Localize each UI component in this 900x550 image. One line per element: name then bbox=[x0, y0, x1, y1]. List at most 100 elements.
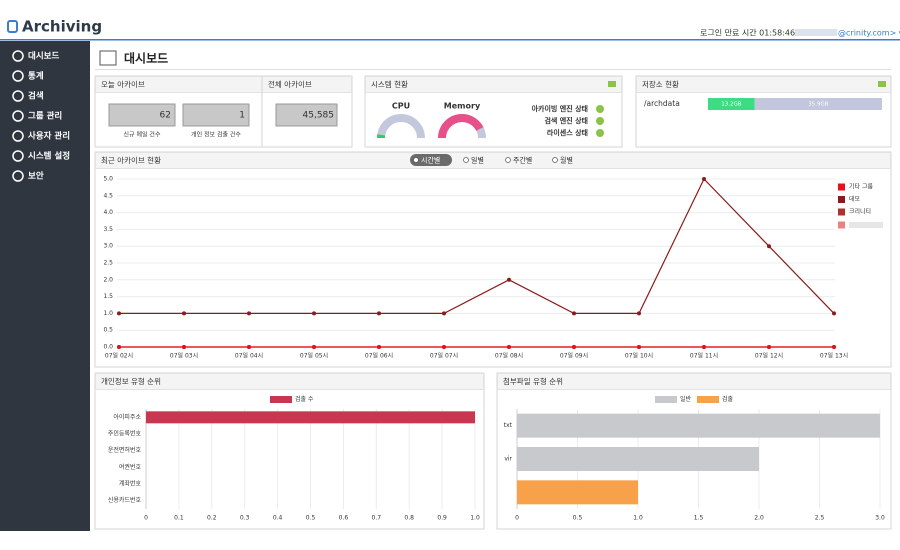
today-panel-title: 오늘 아카이브 bbox=[101, 79, 145, 89]
x-tick-label: 07일 09시 bbox=[560, 352, 588, 360]
count-box bbox=[108, 103, 176, 127]
x-tick-label: 0.9 bbox=[437, 515, 447, 522]
x-tick-label: 0.4 bbox=[273, 515, 283, 522]
storage-used-label: 13.2GB bbox=[721, 102, 742, 108]
point bbox=[377, 345, 381, 349]
menu-item[interactable]: 그룹 관리 bbox=[28, 111, 62, 122]
menu-item[interactable]: 대시보드 bbox=[28, 51, 59, 62]
hbar-panel-title: 개인정보 유형 순위 bbox=[101, 376, 161, 386]
count-label: 개인 정보 검출 건수 bbox=[191, 131, 241, 139]
y-tick-label: 4.0 bbox=[103, 209, 113, 216]
count-value: 62 bbox=[160, 111, 171, 121]
radio bbox=[413, 157, 419, 163]
point bbox=[247, 311, 251, 316]
menu-item[interactable]: 통계 bbox=[28, 71, 44, 82]
point bbox=[702, 177, 706, 181]
y-tick-label: 0.0 bbox=[103, 344, 113, 351]
storage-panel-header bbox=[636, 76, 891, 93]
x-tick-label: 07일 02시 bbox=[105, 352, 133, 360]
y-tick-label: 주민등록번호 bbox=[108, 430, 142, 438]
storage-path: /archdata bbox=[644, 99, 680, 108]
option-selected bbox=[410, 154, 452, 166]
x-tick-label: 2.0 bbox=[754, 515, 764, 522]
x-tick-label: 1.0 bbox=[633, 515, 643, 522]
gauge-track bbox=[377, 114, 425, 139]
gauge-label: Memory bbox=[444, 102, 481, 111]
x-tick-label: 0.5 bbox=[573, 515, 583, 522]
x-tick-label: 0.8 bbox=[404, 515, 414, 522]
menu-item[interactable]: 보안 bbox=[28, 171, 44, 182]
legend-label: 일반 bbox=[680, 395, 692, 403]
x-tick-label: 3.0 bbox=[875, 515, 885, 522]
point bbox=[182, 311, 186, 316]
session-expiry: 로그인 만료 시간 01:58:46 bbox=[700, 28, 795, 38]
system-panel-header bbox=[365, 76, 622, 93]
x-tick-label: 07일 06시 bbox=[365, 352, 393, 360]
y-tick-label: 계좌번호 bbox=[119, 480, 142, 488]
point bbox=[832, 345, 836, 349]
status-ok bbox=[596, 129, 604, 137]
storage-used bbox=[708, 98, 755, 110]
storage-free-label: 35.9GB bbox=[808, 102, 829, 108]
point bbox=[117, 311, 121, 316]
y-tick-label: 여권번호 bbox=[119, 463, 142, 471]
menu-icon bbox=[12, 150, 24, 162]
point bbox=[637, 311, 641, 316]
x-tick-label: 0 bbox=[515, 515, 519, 522]
point bbox=[247, 345, 251, 349]
menu-icon bbox=[12, 90, 24, 102]
hbar-panel-header bbox=[95, 373, 484, 390]
page-title: 대시보드 bbox=[124, 52, 168, 66]
y-tick-label: 3.0 bbox=[103, 243, 113, 250]
legend-label: 크리니티 bbox=[849, 208, 871, 216]
count-value: 1 bbox=[239, 111, 245, 121]
x-tick-label: 0.6 bbox=[339, 515, 349, 522]
user-menu[interactable]: @crinity.com> ▾ bbox=[838, 29, 900, 38]
menu-item[interactable]: 검색 bbox=[28, 91, 44, 102]
menu-item[interactable]: 시스템 설정 bbox=[28, 151, 70, 162]
legend-swatch bbox=[838, 183, 845, 191]
x-tick-label: 07일 12시 bbox=[755, 352, 783, 360]
x-tick-label: 07일 10시 bbox=[625, 352, 653, 360]
menu-item[interactable]: 사용자 관리 bbox=[28, 131, 70, 142]
x-tick-label: 0.1 bbox=[174, 515, 184, 522]
y-tick-label: 4.5 bbox=[103, 192, 113, 199]
point bbox=[832, 311, 836, 316]
view-option[interactable]: 월별 bbox=[560, 156, 573, 165]
status-label: 라이센스 상태 bbox=[547, 128, 588, 137]
legend-swatch bbox=[270, 396, 292, 403]
legend-label: 데모 bbox=[849, 195, 861, 203]
legend-label: 기타 그룹 bbox=[849, 183, 873, 191]
bar bbox=[517, 447, 759, 471]
legend-swatch bbox=[838, 221, 845, 229]
x-tick-label: 0.7 bbox=[372, 515, 382, 522]
bar bbox=[517, 480, 638, 505]
view-option[interactable]: 일별 bbox=[471, 156, 484, 165]
y-tick-label: 운전면허번호 bbox=[108, 446, 142, 454]
view-option[interactable]: 주간별 bbox=[513, 156, 532, 165]
y-tick-label: 아이피주소 bbox=[113, 413, 141, 421]
storage-free bbox=[754, 98, 882, 110]
menu-icon bbox=[12, 50, 24, 62]
point bbox=[507, 277, 511, 282]
y-tick-label: vir bbox=[504, 456, 512, 463]
blurred-legend bbox=[849, 222, 883, 228]
status-ok bbox=[596, 105, 604, 113]
line-panel-header bbox=[95, 152, 891, 169]
point bbox=[312, 311, 316, 316]
hbar-panel-title: 첨부파일 유형 순위 bbox=[503, 377, 563, 386]
sidebar bbox=[0, 41, 90, 531]
point bbox=[117, 345, 121, 349]
x-tick-label: 07일 11시 bbox=[690, 352, 718, 360]
view-option[interactable]: 시간별 bbox=[421, 156, 440, 165]
y-tick-label: 1.5 bbox=[103, 293, 113, 300]
header-bar bbox=[0, 0, 900, 40]
x-tick-label: 1.0 bbox=[470, 515, 480, 522]
y-tick-label: 0.5 bbox=[103, 327, 113, 334]
logo-icon bbox=[7, 20, 18, 33]
x-tick-label: 1.5 bbox=[694, 515, 704, 522]
point bbox=[442, 311, 446, 316]
line-panel-title: 최근 아카이브 현황 bbox=[101, 155, 161, 165]
